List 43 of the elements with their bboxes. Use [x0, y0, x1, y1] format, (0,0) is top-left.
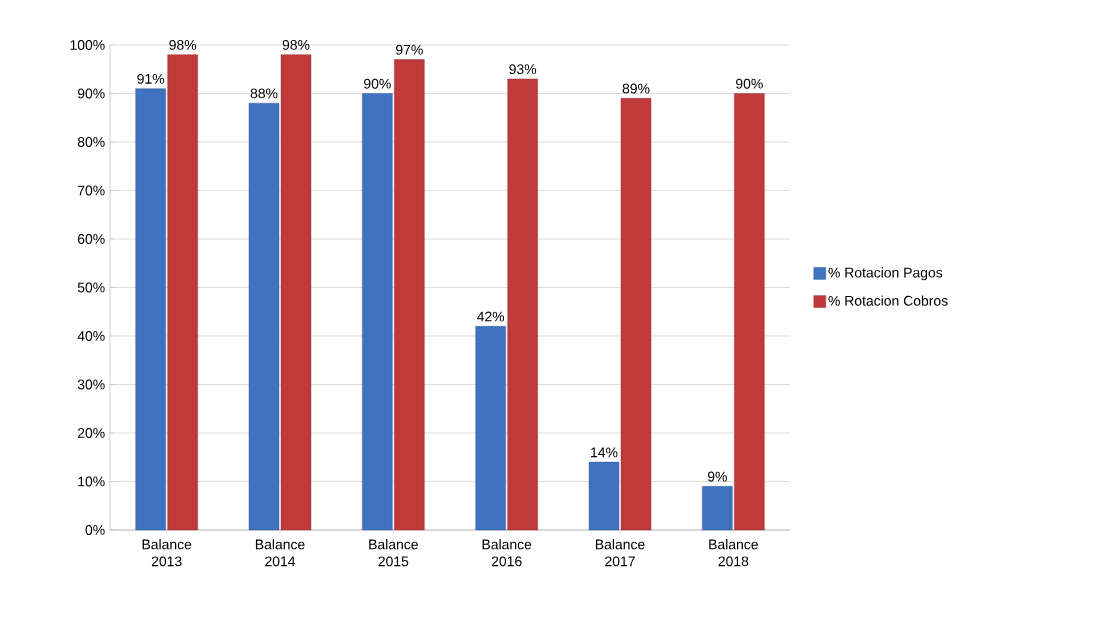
y-tick-label: 90% — [77, 88, 105, 99]
y-tick-label: 60% — [77, 234, 105, 244]
bar — [734, 93, 765, 531]
bar — [475, 326, 506, 531]
x-tick-label: Balance 2016 — [482, 539, 532, 567]
bar — [507, 78, 538, 531]
data-label: 93% — [509, 64, 537, 75]
bar — [702, 486, 733, 531]
data-label: 90% — [364, 78, 391, 89]
bar — [280, 54, 312, 531]
y-tick-label: 20% — [77, 428, 105, 438]
data-label: 98% — [169, 39, 197, 50]
bar — [588, 461, 620, 531]
y-tick-label: 80% — [77, 137, 105, 147]
legend-label: % Rotacion Cobros — [828, 295, 948, 306]
bar — [362, 93, 393, 531]
data-label: 9% — [707, 471, 727, 482]
data-label: 88% — [250, 88, 278, 99]
y-tick-label: 0% — [85, 525, 105, 535]
y-tick-label: 50% — [77, 282, 105, 293]
x-tick-label: Balance 2018 — [709, 539, 758, 567]
y-tick-label: 30% — [77, 379, 105, 390]
data-label: 42% — [477, 311, 505, 322]
data-label: 14% — [591, 447, 618, 458]
y-tick-label: 10% — [78, 476, 105, 487]
bar — [248, 103, 280, 531]
bar — [167, 54, 198, 531]
y-tick-label: 100% — [70, 40, 105, 50]
x-tick-label: Balance 2014 — [255, 539, 305, 567]
legend-label: % Rotacion Pagos — [828, 267, 943, 281]
y-tick-label: 70% — [77, 185, 105, 196]
bar — [135, 88, 166, 531]
data-label: 98% — [282, 39, 310, 50]
y-tick-label: 40% — [77, 331, 105, 341]
x-tick-label: Balance 2017 — [595, 539, 645, 567]
x-tick-label: Balance 2013 — [142, 539, 192, 567]
data-label: 90% — [736, 78, 763, 89]
x-tick-label: Balance 2015 — [369, 539, 418, 567]
data-label: 97% — [396, 44, 423, 55]
bar — [394, 59, 425, 531]
data-label: 89% — [622, 83, 650, 94]
data-label: 91% — [137, 73, 165, 84]
bar — [620, 98, 652, 531]
